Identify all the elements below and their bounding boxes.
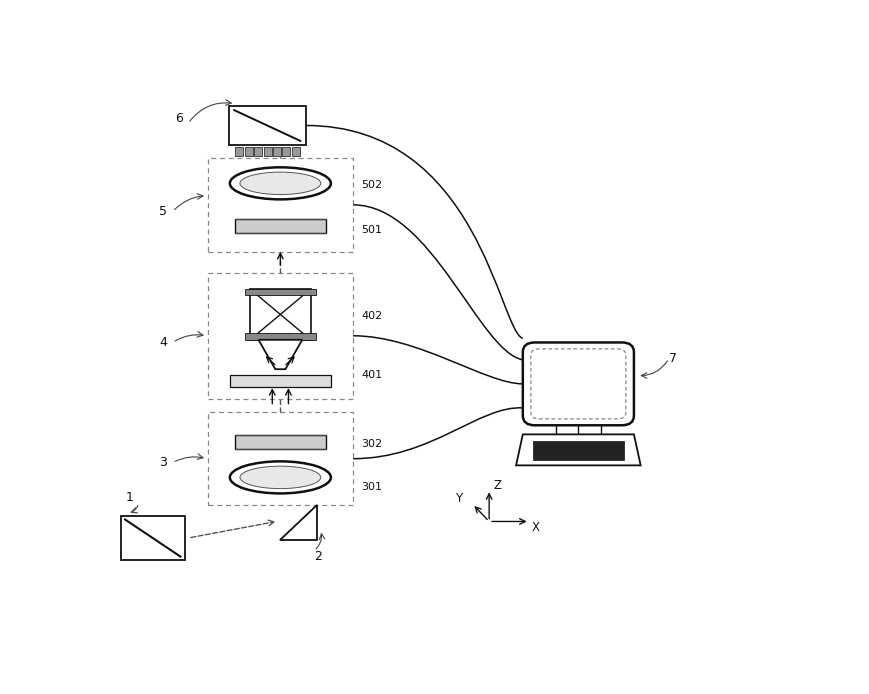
Text: 402: 402: [362, 311, 382, 321]
Text: 7: 7: [669, 352, 677, 365]
Bar: [533, 441, 624, 460]
Text: 6: 6: [175, 112, 182, 124]
Text: 3: 3: [159, 456, 167, 469]
Text: 4: 4: [159, 336, 167, 349]
Text: Y: Y: [455, 492, 462, 505]
Polygon shape: [281, 505, 317, 540]
Bar: [235, 219, 326, 233]
Bar: [209, 412, 353, 505]
Bar: [229, 375, 331, 387]
Polygon shape: [516, 434, 640, 466]
Bar: [245, 333, 316, 340]
Polygon shape: [258, 340, 302, 369]
Bar: [250, 289, 311, 340]
Bar: [273, 147, 281, 156]
Bar: [245, 147, 253, 156]
Bar: [209, 158, 353, 252]
Bar: [282, 147, 290, 156]
Bar: [263, 147, 272, 156]
Text: 1: 1: [125, 491, 133, 504]
Bar: [121, 516, 185, 560]
Bar: [245, 289, 316, 296]
Bar: [229, 106, 306, 145]
Text: X: X: [532, 521, 540, 534]
Bar: [292, 147, 300, 156]
Bar: [235, 147, 243, 156]
Bar: [235, 435, 326, 449]
Text: Z: Z: [494, 479, 502, 491]
Text: 401: 401: [362, 369, 382, 380]
Ellipse shape: [240, 466, 321, 489]
FancyBboxPatch shape: [531, 349, 626, 419]
Ellipse shape: [240, 172, 321, 194]
Text: 5: 5: [159, 205, 167, 218]
Text: 2: 2: [314, 550, 322, 563]
Bar: [209, 273, 353, 398]
Text: 302: 302: [362, 439, 382, 449]
Text: 501: 501: [362, 226, 382, 235]
Text: 502: 502: [362, 180, 382, 190]
Bar: [254, 147, 262, 156]
Text: 301: 301: [362, 482, 382, 492]
FancyBboxPatch shape: [523, 342, 634, 425]
